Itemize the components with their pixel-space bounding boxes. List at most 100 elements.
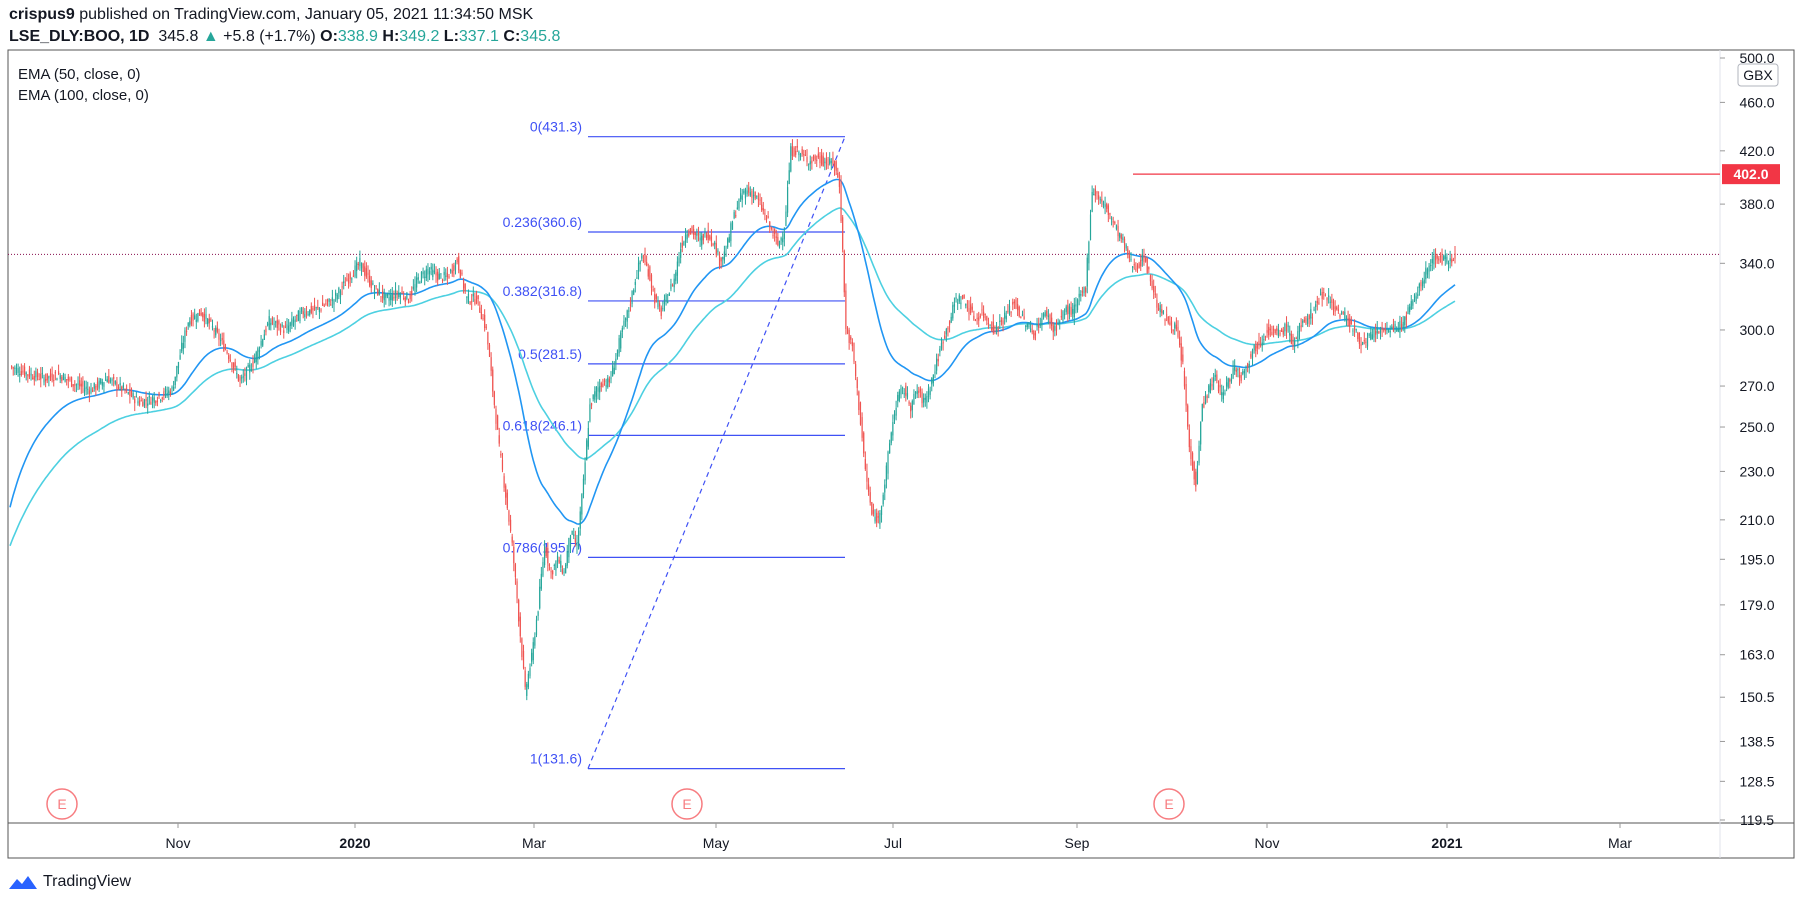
candle-body — [75, 384, 78, 386]
author-name[interactable]: crispus9 — [9, 6, 75, 23]
candle-body — [1264, 336, 1267, 338]
candle-body — [680, 249, 682, 258]
candle — [1072, 303, 1074, 320]
candle — [704, 227, 706, 238]
candle-body — [1141, 254, 1143, 261]
candle — [586, 438, 588, 461]
candle-body — [945, 329, 947, 335]
candle-body — [1099, 199, 1101, 201]
candle — [129, 383, 131, 404]
candle-body — [411, 290, 413, 296]
legend-ema-100[interactable]: EMA (100, close, 0) — [18, 87, 149, 104]
candle-body — [731, 222, 734, 230]
candle — [756, 195, 758, 200]
candle — [224, 343, 227, 351]
candle — [722, 256, 724, 267]
candle-body — [808, 163, 810, 165]
candle-body — [1323, 292, 1325, 294]
candle — [312, 305, 314, 319]
candle — [1376, 320, 1378, 340]
candle-body — [164, 389, 167, 393]
earnings-marker-icon[interactable] — [1153, 788, 1185, 820]
candle-body — [1417, 294, 1419, 296]
candle-body — [1420, 282, 1422, 287]
candle — [675, 269, 677, 285]
candle-body — [187, 322, 189, 327]
candle-body — [526, 684, 528, 696]
candle — [1172, 329, 1174, 335]
candle — [1271, 325, 1273, 336]
candle-body — [87, 388, 89, 390]
candle — [775, 229, 777, 245]
candle-body — [1002, 320, 1004, 325]
earnings-marker-icon[interactable] — [671, 788, 703, 820]
candle — [913, 389, 915, 405]
candle — [1214, 368, 1216, 381]
tradingview-logo[interactable]: TradingView — [8, 872, 131, 892]
candle-body — [589, 404, 591, 422]
candle-body — [292, 319, 295, 326]
candle-body — [641, 255, 643, 259]
candle — [98, 377, 100, 393]
candle-body — [1041, 318, 1043, 326]
candle-body — [352, 275, 355, 277]
candle-body — [1383, 329, 1385, 331]
candle-body — [599, 386, 601, 393]
candle — [1357, 331, 1359, 342]
candle-body — [1396, 329, 1398, 331]
candle — [1222, 385, 1224, 404]
candle-body — [1076, 299, 1079, 311]
candle-body — [571, 530, 573, 535]
candle-body — [1407, 307, 1409, 315]
candle — [1295, 336, 1297, 340]
candle-body — [137, 401, 139, 404]
candle-body — [474, 299, 476, 304]
candle-body — [1065, 306, 1067, 313]
candle — [1089, 209, 1092, 241]
candle — [1039, 317, 1041, 329]
legend-ema-50[interactable]: EMA (50, close, 0) — [18, 66, 141, 83]
candle-body — [1263, 339, 1265, 341]
candle-body — [247, 364, 249, 368]
candle — [260, 334, 262, 349]
candle — [1217, 380, 1220, 394]
candle — [12, 366, 14, 376]
candle-body — [1328, 295, 1330, 297]
candle-body — [1055, 326, 1058, 331]
candle-body — [688, 233, 690, 236]
candle-body — [566, 551, 568, 566]
candle-body — [1366, 337, 1369, 347]
candle-body — [890, 432, 892, 443]
candle — [1104, 196, 1106, 215]
candle — [869, 486, 871, 506]
candle — [328, 298, 330, 307]
candle — [526, 681, 528, 701]
candle-body — [284, 326, 286, 328]
candle-body — [1033, 331, 1035, 339]
candle — [187, 322, 189, 330]
candle — [236, 365, 238, 379]
earnings-marker-icon[interactable] — [46, 788, 78, 820]
candle — [194, 308, 196, 320]
candle — [845, 283, 847, 335]
candle — [1023, 308, 1025, 320]
candle — [61, 375, 63, 384]
candle — [1140, 253, 1142, 272]
candle-body — [412, 286, 414, 289]
resistance-price-label: 402.0 — [1733, 166, 1768, 182]
candle-body — [905, 385, 907, 396]
candle — [472, 286, 474, 302]
candle — [1446, 253, 1448, 265]
candle-body — [521, 638, 523, 657]
candle — [511, 533, 513, 547]
candle-body — [456, 258, 458, 263]
candle-body — [185, 331, 188, 333]
candle — [1368, 332, 1370, 339]
candle-body — [1025, 325, 1027, 327]
candle — [1400, 317, 1403, 332]
candle-body — [811, 160, 813, 164]
candle-body — [450, 269, 452, 272]
candle — [667, 293, 669, 304]
candle — [1328, 288, 1330, 304]
